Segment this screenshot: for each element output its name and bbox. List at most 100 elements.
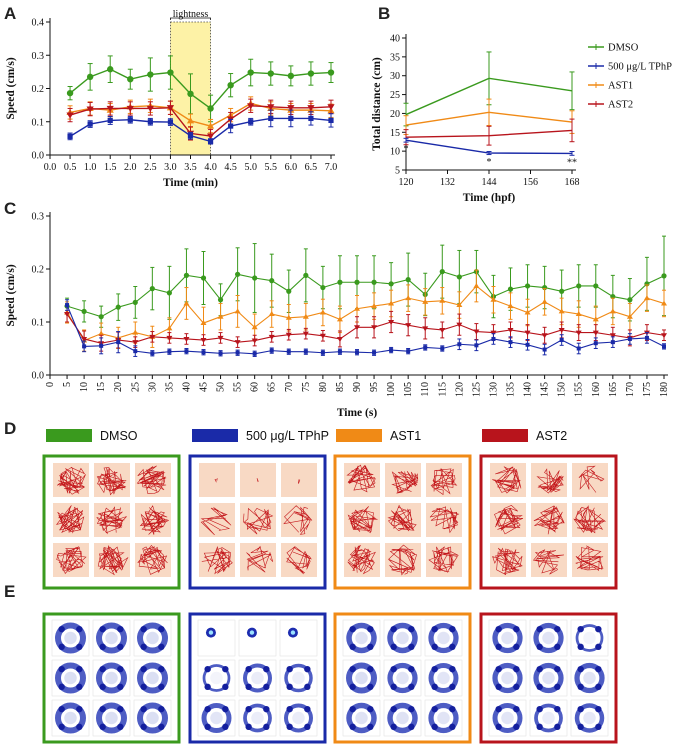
a-point-ast2 bbox=[146, 105, 154, 113]
c-point-ast1 bbox=[302, 313, 309, 319]
c-point-dmso bbox=[98, 314, 104, 320]
c-point-ast2 bbox=[302, 331, 309, 337]
e-heat-corner bbox=[286, 683, 293, 691]
d-legend-label-ast1: AST1 bbox=[390, 429, 421, 443]
c-point-ast2 bbox=[251, 338, 258, 344]
d-panel-ast2 bbox=[479, 454, 618, 590]
c-x-tick-label: 65 bbox=[267, 382, 278, 392]
e-heat-corner bbox=[554, 683, 561, 691]
e-heat-corner bbox=[99, 723, 106, 731]
c-x-tick-label: 175 bbox=[642, 382, 653, 397]
chart-c-speed-seconds: 0.0 0.1 0.2 0.3 0 5 10 15 20 25 30 35 40 45 50 55 60 65 70… bbox=[5, 212, 670, 420]
c-x-tick-label: 145 bbox=[540, 382, 551, 397]
c-point-ast1 bbox=[473, 282, 480, 288]
c-point-500-g-l-tphp bbox=[491, 336, 496, 341]
e-heat-corner bbox=[58, 665, 65, 673]
e-well-ast2 bbox=[488, 619, 527, 657]
d-track-path bbox=[283, 505, 313, 535]
panel-label-a: A bbox=[4, 4, 16, 23]
e-heat-corner bbox=[304, 683, 311, 691]
a-x-tick-label: 5.0 bbox=[244, 162, 257, 173]
e-heat-core bbox=[290, 630, 296, 635]
e-heat-corner bbox=[349, 705, 356, 713]
c-point-ast2 bbox=[285, 332, 292, 338]
e-heat-corner bbox=[58, 723, 65, 731]
c-point-500-g-l-tphp bbox=[99, 343, 104, 348]
e-heat-ring bbox=[96, 702, 127, 734]
e-heat-corner bbox=[367, 665, 374, 673]
d-well-ast1 bbox=[385, 503, 421, 537]
c-point-500-g-l-tphp bbox=[474, 343, 479, 348]
chart-b-xlabel: Time (hpf) bbox=[463, 192, 516, 204]
c-point-ast1 bbox=[575, 311, 582, 317]
a-x-tick-label: 0.0 bbox=[44, 162, 57, 173]
e-well-ast2 bbox=[570, 659, 609, 697]
e-heat-corner bbox=[595, 625, 602, 633]
e-heat-corner bbox=[513, 625, 520, 633]
e-heat-corner bbox=[577, 665, 584, 673]
c-point-ast1 bbox=[524, 309, 531, 315]
e-well-dmso bbox=[51, 699, 90, 737]
e-well-ast1 bbox=[383, 659, 422, 697]
e-well-500-g-l-tphp bbox=[279, 699, 318, 737]
e-heat-corner bbox=[204, 683, 211, 691]
e-heat-ring bbox=[492, 662, 523, 694]
c-point-500-g-l-tphp bbox=[559, 338, 564, 343]
c-x-tick-label: 35 bbox=[164, 382, 175, 392]
c-point-dmso bbox=[456, 274, 462, 280]
e-heat-corner bbox=[554, 643, 561, 651]
c-point-500-g-l-tphp bbox=[337, 349, 342, 354]
e-heat-ring bbox=[284, 663, 313, 693]
e-well-dmso bbox=[51, 619, 90, 657]
e-heat-corner bbox=[577, 705, 584, 713]
e-heat-corner bbox=[99, 665, 106, 673]
d-well-ast1 bbox=[344, 503, 380, 537]
c-x-tick-label: 170 bbox=[625, 382, 636, 397]
e-heat-ring bbox=[533, 662, 564, 694]
c-point-dmso bbox=[115, 304, 121, 310]
e-heat-ring bbox=[428, 622, 459, 654]
e-heat-corner bbox=[158, 625, 165, 633]
e-heat-corner bbox=[286, 665, 293, 673]
chart-c-ylabel: Speed (cm/s) bbox=[5, 264, 17, 326]
c-point-500-g-l-tphp bbox=[133, 349, 138, 354]
c-point-ast2 bbox=[524, 330, 531, 336]
d-legend-label-500-g-l-tphp: 500 μg/L TPhP bbox=[246, 429, 329, 443]
e-panel-500-g-l-tphp bbox=[188, 612, 327, 744]
b-y-tick-label: 20 bbox=[390, 109, 400, 120]
c-point-dmso bbox=[320, 284, 326, 291]
e-heat-corner bbox=[263, 723, 270, 731]
e-heat-ring bbox=[574, 662, 605, 694]
c-x-tick-label: 110 bbox=[420, 382, 431, 397]
d-track-path bbox=[391, 471, 419, 494]
c-x-tick-label: 80 bbox=[318, 382, 329, 392]
a-x-tick-label: 4.0 bbox=[204, 162, 217, 173]
c-x-tick-label: 135 bbox=[506, 382, 517, 397]
e-heat-ring bbox=[428, 702, 459, 734]
e-heat-corner bbox=[76, 723, 83, 731]
e-heat-corner bbox=[158, 705, 165, 713]
c-x-tick-label: 120 bbox=[454, 382, 465, 397]
d-track-path bbox=[347, 506, 378, 534]
e-heat-fill bbox=[210, 671, 223, 685]
e-heat-corner bbox=[577, 723, 584, 731]
e-heat-corner bbox=[495, 683, 502, 691]
e-heat-corner bbox=[449, 723, 456, 731]
e-heat-corner bbox=[449, 643, 456, 651]
e-heat-corner bbox=[140, 723, 147, 731]
e-heat-ring bbox=[428, 663, 459, 693]
e-heat-ring bbox=[387, 622, 418, 654]
e-heat-corner bbox=[76, 625, 83, 633]
e-heat-ring bbox=[533, 622, 564, 654]
a-line-ast2 bbox=[69, 105, 332, 137]
a-point-500-g-l-tphp bbox=[147, 119, 153, 125]
e-well-ast1 bbox=[424, 659, 463, 697]
c-point-500-g-l-tphp bbox=[218, 351, 223, 356]
d-legend-swatch-dmso bbox=[46, 429, 92, 442]
e-heat-corner bbox=[117, 625, 124, 633]
e-heat-fill bbox=[542, 711, 555, 725]
c-point-dmso bbox=[269, 278, 275, 284]
c-point-ast2 bbox=[609, 333, 616, 339]
c-x-tick-label: 70 bbox=[284, 382, 295, 392]
d-well-dmso bbox=[53, 463, 89, 497]
